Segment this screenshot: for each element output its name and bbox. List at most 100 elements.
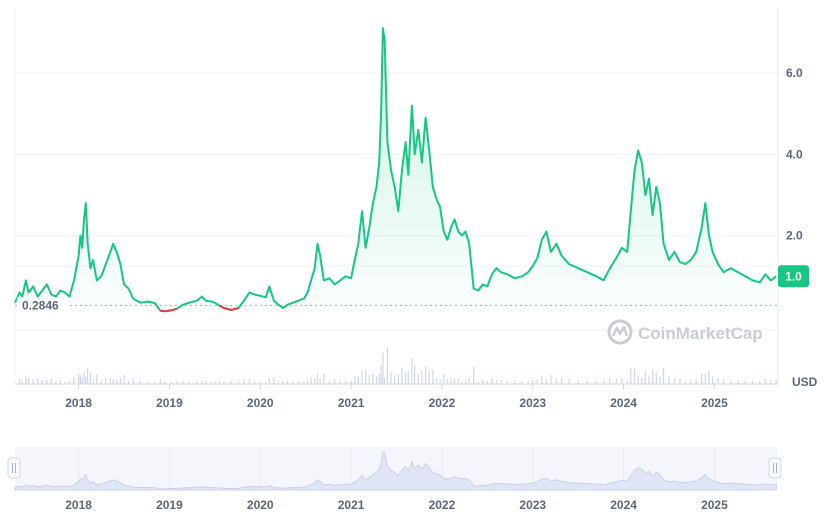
price-line-down-segment-1[interactable] [218, 304, 239, 312]
volume-bar [527, 380, 529, 384]
volume-bar [414, 365, 416, 384]
x-tick-label-3: 2021 [338, 396, 365, 410]
volume-bar [513, 380, 516, 384]
volume-bar [595, 380, 597, 384]
price-line-below-reference[interactable] [160, 304, 239, 313]
volume-bar [96, 375, 98, 384]
volume-bar [159, 379, 161, 384]
volume-bar [712, 376, 714, 384]
volume-bar [50, 378, 52, 384]
volume-bar [237, 381, 240, 384]
volume-bar [730, 380, 732, 384]
volume-bar [464, 380, 467, 384]
reference-price-label: 0.2846 [22, 298, 59, 312]
navigator-right-handle[interactable] [768, 457, 782, 479]
navigator-x-tick-label-3: 2021 [338, 498, 365, 512]
volume-bar [310, 377, 312, 384]
volume-bar [382, 352, 384, 384]
volume-bar [644, 370, 646, 384]
volume-bar [323, 373, 325, 384]
volume-bar [461, 380, 463, 384]
volume-bar [154, 381, 156, 384]
volume-bar [737, 380, 739, 384]
volume-bar [306, 379, 309, 384]
volume-bar [684, 381, 686, 384]
x-axis-ticks: 2018 2019 2020 2021 2022 2023 2024 2025 [65, 384, 728, 410]
volume-bar [770, 379, 772, 384]
volume-bar [486, 381, 488, 384]
volume-bar [421, 370, 423, 384]
volume-bar [491, 377, 493, 384]
volume-bar [473, 366, 475, 384]
volume-bar [201, 380, 203, 384]
volume-bar [482, 379, 484, 384]
volume-bar [541, 375, 543, 384]
volume-bar [411, 358, 413, 384]
volume-bar [328, 381, 330, 384]
volume-bar [339, 380, 341, 384]
volume-bar [254, 381, 256, 384]
volume-bar [435, 377, 438, 384]
volume-bar [79, 375, 81, 384]
volume-bar [105, 377, 107, 384]
volume-bar [446, 379, 448, 384]
volume-bar [147, 381, 149, 384]
volume-bar [751, 380, 754, 384]
volume-bar [210, 381, 212, 384]
volume-bar [268, 378, 270, 384]
volume-bar [87, 368, 89, 384]
volume-bar [633, 368, 636, 384]
x-tick-label-4: 2022 [429, 396, 456, 410]
volume-bar [655, 372, 657, 384]
volume-bar [372, 373, 374, 384]
navigator-x-tick-label-7: 2025 [701, 498, 728, 512]
volume-bar [116, 379, 118, 384]
volume-bar [316, 373, 319, 384]
navigator-x-tick-label-4: 2022 [429, 498, 456, 512]
navigator-right-handle-body[interactable] [768, 457, 782, 479]
range-navigator[interactable] [7, 447, 782, 491]
volume-bar [495, 379, 498, 384]
volume-bar [292, 381, 294, 384]
volume-bar [568, 379, 570, 384]
volume-bar [652, 369, 654, 384]
volume-bar [506, 381, 508, 384]
volume-bar [132, 378, 134, 384]
price-line-up[interactable] [14, 27, 777, 313]
volume-bar [243, 379, 245, 384]
volume-bar [424, 366, 427, 384]
volume-bar [701, 373, 703, 384]
volume-bar [439, 379, 441, 384]
navigator-left-handle-body[interactable] [7, 457, 21, 479]
price-line-down-segment-0[interactable] [160, 307, 177, 313]
current-price-label: 1.0 [785, 269, 802, 283]
volume-bar [345, 380, 347, 384]
volume-bar [223, 381, 225, 384]
watermark-logo-icon [607, 319, 633, 345]
volume-bar [375, 376, 378, 384]
navigator-left-handle[interactable] [7, 457, 21, 479]
volume-bar [196, 381, 198, 384]
volume-bar [454, 379, 456, 384]
volume-bar [407, 370, 409, 384]
volume-bar [630, 368, 632, 384]
volume-bar [319, 377, 321, 384]
volume-bar [432, 369, 434, 384]
volume-bar [176, 381, 178, 384]
navigator-x-tick-label-1: 2019 [156, 498, 183, 512]
volume-bar [722, 379, 725, 384]
volume-bar [361, 370, 363, 384]
volume-bar [32, 379, 34, 384]
volume-bar [386, 347, 389, 384]
volume-bar [64, 381, 66, 384]
y-tick-label-2: 6.0 [786, 66, 803, 80]
y-tick-label-0: 2.0 [786, 229, 803, 243]
volume-bar [365, 369, 367, 384]
volume-bar [182, 380, 184, 384]
volume-bar [357, 376, 359, 384]
volume-bar [334, 379, 336, 384]
volume-bar [468, 377, 470, 384]
volume-bar [555, 379, 557, 384]
